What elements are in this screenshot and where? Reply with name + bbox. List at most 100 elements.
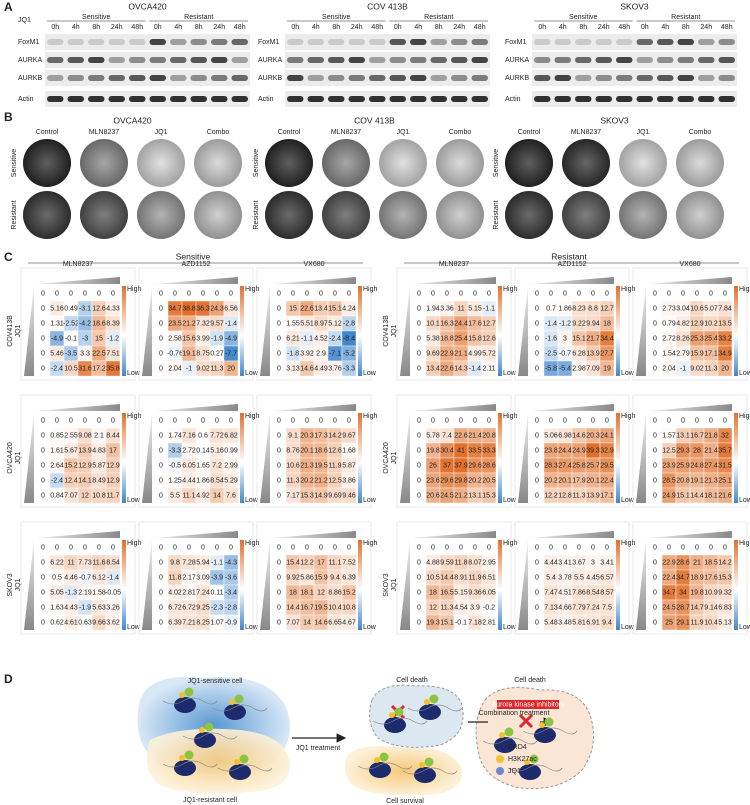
cell-value: 6.72	[182, 604, 196, 611]
h3k27ac	[234, 759, 240, 765]
cell-value: 9.36	[468, 589, 482, 596]
cell-value: 0	[319, 417, 323, 424]
band	[595, 57, 612, 63]
cell-value: 7.51	[106, 350, 120, 357]
band	[389, 39, 406, 45]
band	[595, 39, 612, 45]
dna	[482, 737, 538, 745]
cell-value: 11.3	[704, 365, 717, 372]
cell-value: 0	[159, 574, 163, 581]
cell-value: 9.46	[342, 492, 356, 499]
band	[67, 39, 84, 45]
color-bar	[358, 413, 362, 503]
cell-value: 0	[667, 544, 671, 551]
protein-label: AURKB	[18, 75, 42, 82]
nucleus	[384, 717, 406, 733]
cell-value: 5.05	[50, 589, 64, 596]
cell-value: -0.5	[169, 462, 181, 469]
band	[328, 96, 345, 102]
cell-value: 16.7	[690, 432, 704, 439]
cell-value: 15.3	[718, 574, 732, 581]
color-bar-high: High	[503, 413, 518, 420]
h3k27ac	[524, 759, 530, 765]
band	[451, 57, 468, 63]
cell-value: 18	[289, 589, 297, 596]
cell-value: 8.25	[196, 619, 210, 626]
cell-value: 17.6	[468, 320, 482, 327]
color-bar	[616, 413, 620, 503]
cell-value: 0	[277, 559, 281, 566]
cell-value: 1.57	[662, 432, 676, 439]
cell-value: 0	[277, 604, 281, 611]
cell-value: 2.19	[78, 589, 92, 596]
dna	[507, 764, 563, 772]
dna	[212, 704, 268, 712]
cell-value: 0	[69, 544, 73, 551]
cell-value: 2.81	[182, 589, 196, 596]
cell-value: -1.2	[107, 335, 119, 342]
cell-value: -2.52	[63, 320, 79, 327]
cell-value: 3.78	[558, 574, 572, 581]
color-bar-low: Low	[739, 497, 750, 504]
cell-value: 0.49	[64, 305, 78, 312]
cell-value: 0	[549, 544, 553, 551]
cell-value: 14.9	[314, 492, 328, 499]
cell-value: 39.3	[586, 447, 600, 454]
cell-value: 3.9	[470, 604, 480, 611]
column-label: Combo	[207, 129, 230, 136]
cell-value: 0	[41, 432, 45, 439]
cell-value: 3.13	[286, 365, 300, 372]
cell-value: 10.5	[426, 574, 440, 581]
cell-value: -0.1	[65, 335, 77, 342]
panel-frame	[396, 394, 512, 508]
cell-value: 34.9	[718, 350, 732, 357]
cell-value: 0	[277, 350, 281, 357]
band	[231, 96, 248, 102]
cell-value: 0	[187, 544, 191, 551]
drug-label: VX680	[303, 261, 324, 268]
row-label: Sensitive	[11, 149, 18, 178]
cell-value: 4.33	[106, 305, 120, 312]
cell-value: 0	[201, 290, 205, 297]
cell-value: 17	[109, 447, 117, 454]
cell-value: 7.5	[602, 604, 612, 611]
cell-value: 0	[417, 492, 421, 499]
cell-value: 0	[41, 477, 45, 484]
color-bar-low: Low	[621, 624, 635, 631]
cell-value: 19.8	[690, 589, 704, 596]
cell-value: 37	[443, 462, 451, 469]
dna	[182, 732, 238, 740]
cell-value: -1.4	[545, 320, 557, 327]
cell-value: 11.9	[468, 574, 481, 581]
cell-value: 0	[173, 544, 177, 551]
cell-value: 17.6	[704, 574, 718, 581]
legend-label: JQ1	[508, 768, 521, 775]
color-bar-high: High	[621, 286, 636, 293]
cell-value: 4.83	[92, 447, 106, 454]
cell-value: 0.79	[662, 320, 676, 327]
dish-shade	[562, 139, 610, 187]
h3k27ac	[229, 699, 235, 705]
band	[698, 75, 715, 81]
drug-label: AZD1152	[181, 261, 210, 268]
color-bar-high: High	[363, 540, 378, 547]
band	[718, 75, 735, 81]
band	[471, 96, 488, 102]
color-bar-low: Low	[127, 497, 141, 504]
cell-value: 0	[97, 544, 101, 551]
cell-value: 7.4	[442, 432, 452, 439]
cell-value: 11.1	[328, 559, 341, 566]
cell-value: -0.1	[455, 619, 467, 626]
cell-value: 7.47	[544, 589, 558, 596]
cell-value: 21.4	[704, 447, 718, 454]
cell-value: -0.7	[79, 574, 91, 581]
cell-value: 0	[417, 417, 421, 424]
heatmap-cell	[481, 614, 497, 631]
panel-frame	[514, 394, 630, 508]
band	[88, 57, 105, 63]
cell-value: 0	[577, 544, 581, 551]
blot-title: COV 413B	[367, 1, 408, 11]
cell-value: 9.32	[718, 589, 732, 596]
cell-value: 11.3	[440, 604, 453, 611]
heatmap-cell	[223, 487, 239, 504]
